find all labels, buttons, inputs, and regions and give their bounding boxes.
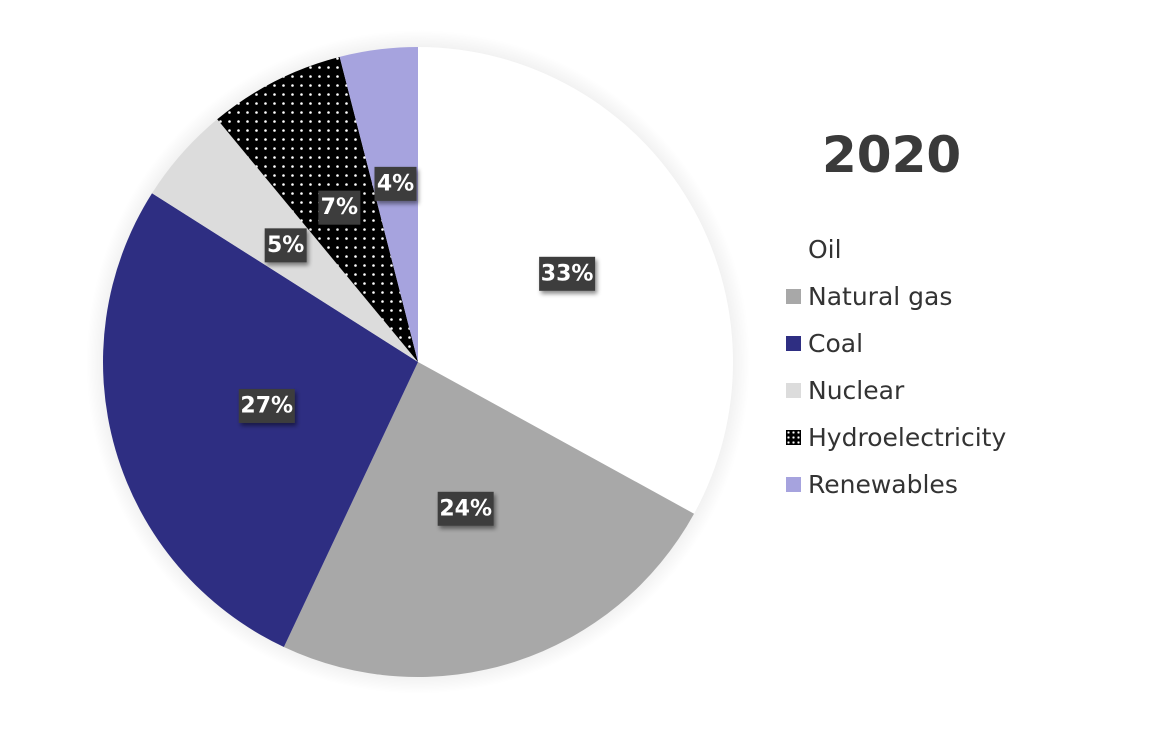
legend-item-hydroelectricity: Hydroelectricity [786, 414, 1006, 461]
legend-label-natural-gas: Natural gas [808, 282, 953, 311]
data-label-text-nuclear: 5% [267, 233, 304, 258]
data-label-oil: 33% [539, 256, 596, 291]
pie-data-labels: 33% 24% 27% 5% 7% 4% [238, 166, 596, 526]
legend-label-coal: Coal [808, 329, 864, 358]
legend-swatch-coal [786, 336, 801, 351]
legend-swatch-nuclear [786, 383, 801, 398]
pie-slices [102, 47, 733, 677]
legend-label-nuclear: Nuclear [808, 376, 905, 405]
legend-label-hydroelectricity: Hydroelectricity [808, 423, 1007, 452]
data-label-nuclear: 5% [264, 228, 307, 263]
legend-item-nuclear: Nuclear [786, 367, 1006, 414]
data-label-box-coal [238, 388, 295, 423]
legend-swatch-renewables [786, 477, 801, 492]
slice-hydroelectricity [217, 56, 418, 363]
legend-item-renewables: Renewables [786, 461, 1006, 508]
data-label-box-nuclear [264, 228, 307, 263]
data-label-text-natural-gas: 24% [439, 496, 492, 521]
legend: Oil Natural gas Coal Nuclear Hydroelectr… [786, 226, 1006, 508]
legend-label-renewables: Renewables [808, 470, 958, 499]
legend-item-coal: Coal [786, 320, 1006, 367]
data-label-text-renewables: 4% [377, 171, 414, 196]
chart-title: 2020 [822, 126, 962, 184]
data-label-coal: 27% [238, 388, 295, 423]
legend-swatch-natural-gas [786, 289, 801, 304]
data-label-box-hydroelectricity [318, 190, 361, 225]
data-label-text-oil: 33% [541, 261, 594, 286]
data-label-box-renewables [374, 166, 417, 201]
legend-swatch-hydroelectricity [786, 430, 801, 445]
data-label-renewables: 4% [374, 166, 417, 201]
legend-item-oil: Oil [786, 226, 1006, 273]
data-label-text-coal: 27% [240, 393, 293, 418]
data-label-hydroelectricity: 7% [318, 190, 361, 225]
legend-item-natural-gas: Natural gas [786, 273, 1006, 320]
data-label-text-hydroelectricity: 7% [321, 195, 358, 220]
data-label-natural-gas: 24% [437, 491, 494, 526]
legend-swatch-oil [786, 242, 801, 257]
data-label-box-natural-gas [437, 491, 494, 526]
data-label-box-oil [539, 256, 596, 291]
slice-renewables [339, 47, 418, 362]
legend-label-oil: Oil [808, 235, 842, 264]
